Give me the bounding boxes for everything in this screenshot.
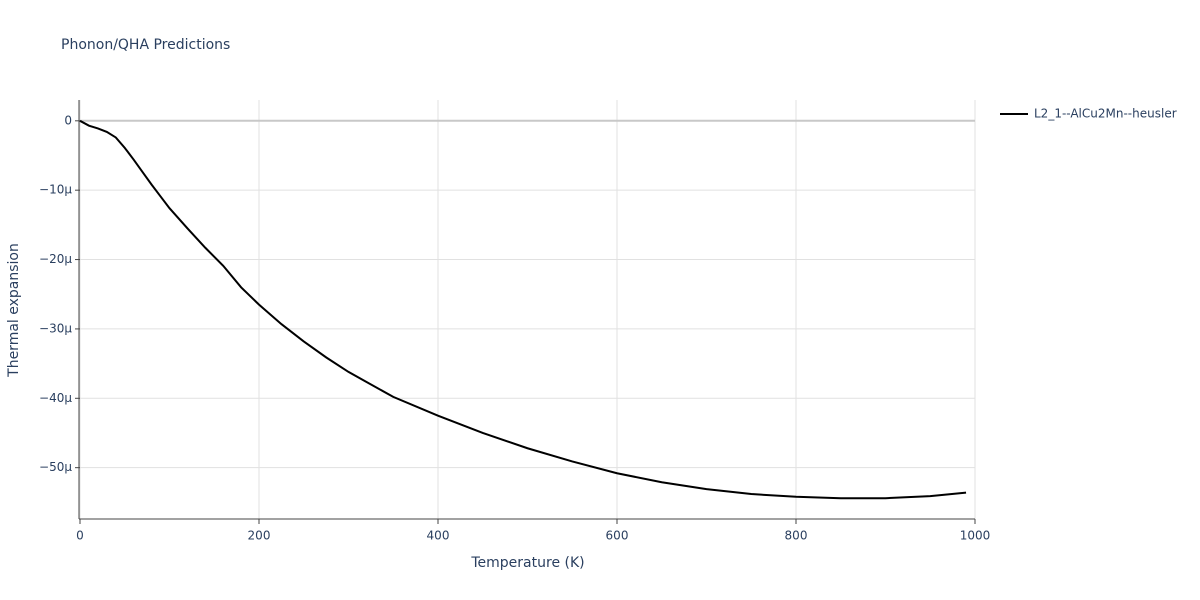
chart-title: Phonon/QHA Predictions [61, 37, 230, 53]
y-tick-label: −30μ [39, 321, 72, 335]
y-tick-label: −20μ [39, 252, 72, 266]
x-tick-label: 400 [427, 529, 450, 543]
x-tick-label: 1000 [960, 529, 991, 543]
y-axis-title: Thermal expansion [6, 243, 22, 378]
data-line [79, 119, 967, 500]
x-tick-label: 0 [76, 529, 84, 543]
x-tick-label: 200 [248, 529, 271, 543]
y-tick-label: 0 [64, 113, 72, 127]
y-tick-label: −50μ [39, 460, 72, 474]
x-tick-label: 800 [785, 529, 808, 543]
y-tick-label: −40μ [39, 391, 72, 405]
x-tick-label: 600 [606, 529, 629, 543]
y-tick-label: −10μ [39, 183, 72, 197]
legend-label: L2_1--AlCu2Mn--heusler [1034, 107, 1177, 121]
x-axis-title: Temperature (K) [470, 555, 584, 571]
